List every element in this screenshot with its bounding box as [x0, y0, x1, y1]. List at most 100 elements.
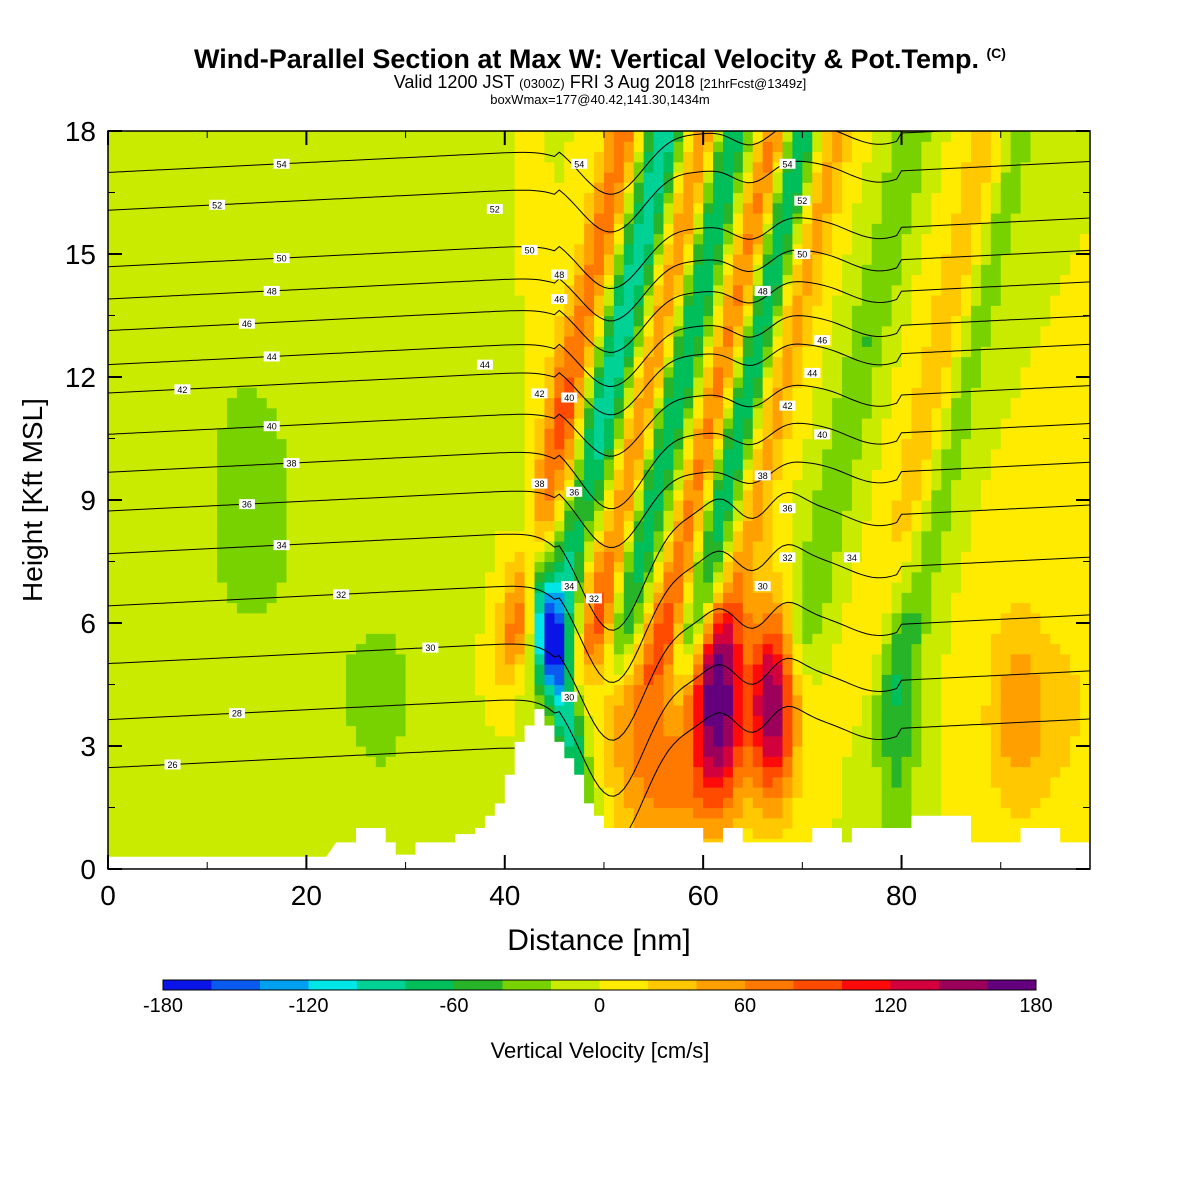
- velocity-cell: [445, 479, 456, 491]
- velocity-cell: [296, 305, 307, 317]
- velocity-cell: [207, 151, 218, 163]
- velocity-cell: [693, 428, 704, 440]
- velocity-cell: [524, 295, 536, 306]
- velocity-cell: [108, 479, 119, 491]
- velocity-cell: [435, 377, 446, 388]
- velocity-cell: [276, 448, 288, 460]
- velocity-cell: [762, 725, 774, 737]
- velocity-cell: [673, 336, 684, 347]
- velocity-cell: [395, 694, 407, 706]
- velocity-cell: [653, 715, 665, 727]
- velocity-cell: [256, 243, 268, 255]
- velocity-cell: [217, 633, 228, 645]
- velocity-cell: [465, 694, 476, 706]
- velocity-cell: [792, 653, 803, 665]
- velocity-cell: [375, 192, 387, 204]
- velocity-cell: [365, 233, 377, 245]
- velocity-cell: [732, 776, 744, 788]
- velocity-cell: [653, 202, 665, 214]
- velocity-cell: [346, 694, 357, 706]
- velocity-cell: [683, 223, 694, 235]
- velocity-cell: [603, 346, 615, 358]
- velocity-cell: [455, 428, 466, 440]
- velocity-cell: [346, 664, 357, 675]
- velocity-cell: [663, 428, 674, 440]
- velocity-cell: [663, 356, 674, 368]
- velocity-cell: [693, 305, 704, 317]
- velocity-cell: [316, 284, 327, 296]
- velocity-cell: [653, 233, 665, 245]
- velocity-cell: [266, 664, 278, 675]
- velocity-cell: [633, 500, 645, 511]
- velocity-cell: [673, 623, 684, 634]
- velocity-cell: [564, 674, 575, 686]
- velocity-cell: [217, 807, 228, 819]
- velocity-cell: [772, 336, 784, 347]
- velocity-cell: [147, 612, 159, 624]
- velocity-cell: [117, 223, 129, 235]
- velocity-cell: [475, 561, 486, 573]
- velocity-cell: [177, 428, 188, 440]
- velocity-cell: [197, 192, 208, 204]
- velocity-cell: [435, 551, 446, 563]
- velocity-cell: [544, 325, 555, 337]
- velocity-cell: [326, 377, 337, 388]
- velocity-cell: [653, 469, 665, 481]
- velocity-cell: [276, 787, 288, 798]
- velocity-cell: [346, 684, 357, 696]
- velocity-cell: [375, 366, 387, 378]
- velocity-cell: [673, 161, 684, 173]
- velocity-cell: [534, 264, 546, 276]
- velocity-cell: [346, 797, 357, 809]
- velocity-cell: [455, 213, 466, 224]
- velocity-cell: [137, 213, 149, 224]
- velocity-cell: [375, 407, 387, 419]
- velocity-cell: [157, 315, 169, 327]
- velocity-cell: [752, 274, 764, 286]
- velocity-cell: [613, 797, 625, 809]
- velocity-cell: [732, 643, 744, 655]
- velocity-cell: [445, 797, 456, 809]
- velocity-cell: [177, 623, 188, 634]
- velocity-cell: [455, 172, 466, 183]
- velocity-cell: [167, 428, 179, 440]
- velocity-cell: [663, 489, 674, 501]
- velocity-cell: [544, 264, 555, 276]
- velocity-cell: [286, 213, 298, 224]
- velocity-cell: [445, 295, 456, 306]
- velocity-cell: [256, 776, 268, 788]
- velocity-cell: [405, 746, 417, 757]
- velocity-cell: [117, 438, 129, 450]
- velocity-cell: [296, 571, 307, 583]
- velocity-cell: [613, 418, 625, 429]
- velocity-cell: [722, 305, 734, 317]
- velocity-cell: [246, 776, 258, 788]
- velocity-cell: [494, 735, 506, 747]
- velocity-cell: [752, 346, 764, 358]
- velocity-cell: [286, 131, 298, 142]
- velocity-cell: [326, 489, 337, 501]
- velocity-cell: [207, 448, 218, 460]
- velocity-cell: [465, 520, 476, 532]
- velocity-cell: [355, 448, 367, 460]
- box-wmax-line: boxWmax=177@40.42,141.30,1434m: [490, 92, 710, 107]
- velocity-cell: [375, 612, 387, 624]
- velocity-cell: [236, 428, 248, 440]
- velocity-cell: [246, 643, 258, 655]
- velocity-cell: [197, 161, 208, 173]
- velocity-cell: [147, 797, 159, 809]
- velocity-cell: [633, 264, 645, 276]
- velocity-cell: [365, 674, 377, 686]
- velocity-cell: [465, 151, 476, 163]
- velocity-cell: [117, 192, 129, 204]
- velocity-cell: [484, 418, 496, 429]
- velocity-cell: [365, 664, 377, 675]
- velocity-cell: [554, 674, 565, 686]
- velocity-cell: [673, 479, 684, 491]
- velocity-cell: [227, 315, 238, 327]
- velocity-cell: [554, 131, 565, 142]
- velocity-cell: [742, 746, 754, 757]
- velocity-cell: [742, 192, 754, 204]
- velocity-cell: [603, 213, 615, 224]
- velocity-cell: [584, 377, 595, 388]
